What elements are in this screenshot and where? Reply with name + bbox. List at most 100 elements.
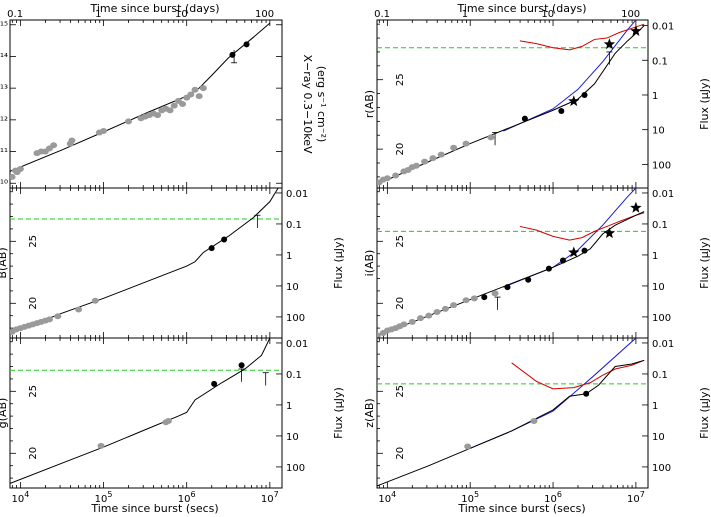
flux-tick-label: 10 (652, 126, 665, 137)
flux-axis-label: Flux (μJy) (332, 387, 345, 439)
panel-B: 20 25 B(AB) 100 10 1 0.1 0.01 Flux (μJy) (0, 187, 345, 339)
flux-tick-label: 100 (286, 313, 305, 324)
flux-tick-label: 0.1 (286, 370, 302, 381)
grey-data-point (450, 144, 458, 151)
y-tick-label: 10⁻¹² (0, 116, 8, 127)
panel-plot-area (377, 188, 648, 338)
bottom-axis-label-right: Time since burst (secs) (457, 502, 585, 515)
flux-tick-label: 0.1 (652, 56, 668, 67)
y-tick-label: 25 (28, 385, 39, 398)
grey-data-point (425, 312, 433, 319)
flux-tick-label: 0.01 (652, 339, 674, 350)
flux-tick-label: 0.01 (652, 22, 674, 33)
grey-data-point (462, 297, 470, 304)
y-tick-label: 20 (395, 143, 406, 156)
grey-data-point (421, 158, 429, 165)
flux-tick-label: 100 (652, 463, 671, 474)
x-tick-label: 105 (461, 490, 479, 505)
grey-data-point (75, 306, 83, 313)
y-tick-label: 25 (28, 235, 39, 248)
black-data-point (521, 115, 528, 122)
afterglow-model-line (470, 338, 637, 449)
panel-frame-B (9, 187, 283, 339)
y-axis-label: B(AB) (0, 247, 9, 278)
flux-tick-label: 100 (286, 463, 305, 474)
grey-data-point (408, 318, 416, 325)
x-tick-label: 106 (544, 490, 562, 505)
grey-data-point (154, 112, 162, 119)
grey-data-point (195, 93, 203, 100)
flux-tick-label: 100 (652, 313, 671, 324)
y-tick-label: 20 (395, 447, 406, 460)
y-tick-label: 25 (395, 385, 406, 398)
flux-tick-label: 0.01 (652, 189, 674, 200)
black-data-point (229, 51, 236, 58)
y-axis-label: z(AB) (363, 398, 376, 427)
grey-data-point (437, 151, 445, 158)
grey-data-point (124, 118, 132, 125)
panel-frame-z (376, 337, 649, 489)
flux-tick-label: 1 (652, 251, 658, 262)
grey-data-point (16, 165, 24, 172)
bottom-axis-label-left: Time since burst (secs) (90, 502, 218, 515)
flux-tick-label: 1 (652, 91, 658, 102)
black-data-point (243, 41, 250, 48)
top-tick-label: 10 (175, 9, 188, 20)
top-axis-label-right: Time since burst (days) (456, 2, 586, 15)
star-data-point (568, 246, 580, 258)
top-tick-label: 100 (621, 9, 640, 20)
y-axis-label: i(AB) (363, 250, 376, 277)
top-tick-label: 1 (462, 9, 468, 20)
grey-data-point (433, 308, 441, 315)
black-data-point (238, 362, 245, 369)
y-axis-label-units: (erg s⁻¹ cm⁻²) (315, 66, 328, 143)
black-data-point (558, 107, 565, 114)
flux-tick-label: 0.1 (652, 220, 668, 231)
total-model-line (377, 359, 645, 487)
black-data-point (583, 390, 590, 397)
panel-plot-area (377, 20, 648, 186)
afterglow-model-line (503, 20, 637, 132)
grey-data-point (450, 302, 458, 309)
grey-data-point (491, 290, 499, 297)
flux-tick-label: 10 (286, 432, 299, 443)
grey-data-point (97, 442, 105, 449)
black-data-point (208, 245, 215, 252)
panel-plot-area (377, 338, 648, 487)
grey-data-point (68, 137, 76, 144)
flux-tick-label: 1 (286, 401, 292, 412)
star-data-point (630, 201, 642, 213)
panel-frame-g (9, 337, 283, 489)
y-tick-label: 20 (28, 447, 39, 460)
flux-axis-label: Flux (μJy) (698, 237, 711, 289)
star-data-point (603, 38, 616, 50)
supernova-model-line (519, 23, 645, 51)
grey-data-point (412, 162, 420, 169)
black-data-point (545, 265, 552, 272)
y-axis-label: g(AB) (0, 398, 9, 429)
flux-tick-label: 100 (652, 160, 671, 171)
grey-data-point (166, 107, 174, 114)
flux-tick-label: 10 (286, 282, 299, 293)
panel-plot-area (10, 22, 271, 180)
x-tick-label: 107 (627, 490, 645, 505)
panel-i: 20 25 i(AB) 100 10 1 0.1 0.01 Flux (μJy) (363, 187, 711, 339)
grey-data-point (530, 418, 538, 425)
flux-axis-label: Flux (μJy) (332, 237, 345, 289)
flux-axis-label: Flux (μJy) (698, 78, 711, 130)
y-axis-label: X−ray 0.3−10keV (301, 55, 314, 154)
grey-data-point (170, 102, 178, 109)
top-tick-label: 1 (95, 9, 101, 20)
x-tick-label: 107 (261, 490, 279, 505)
total-model-line (10, 338, 271, 485)
grey-data-point (400, 321, 408, 328)
grey-data-point (50, 142, 58, 149)
grey-data-point (45, 316, 53, 323)
total-model-line (10, 188, 279, 335)
star-data-point (568, 95, 580, 107)
grey-data-point (91, 297, 99, 304)
grey-data-point (187, 91, 195, 98)
top-tick-label: 10 (541, 9, 554, 20)
flux-tick-label: 0.1 (652, 370, 668, 381)
